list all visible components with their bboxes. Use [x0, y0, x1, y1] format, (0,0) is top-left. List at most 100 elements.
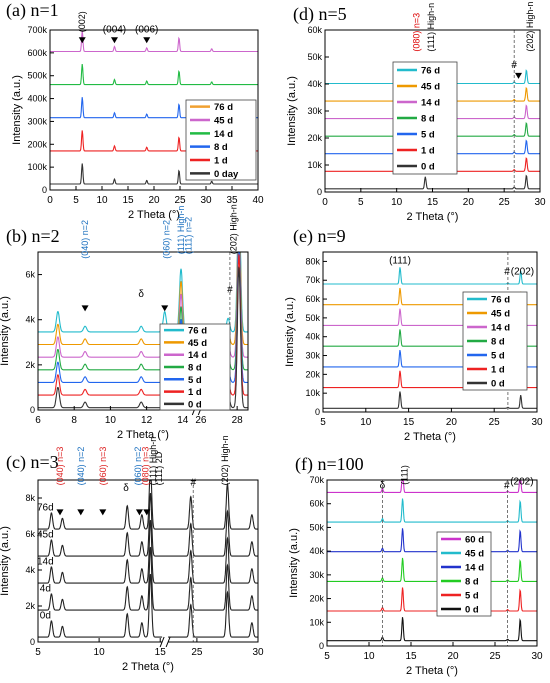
chart-c: 5 10 15 25 30 0 2k 4k 6k 8k 2 Theta (°) Intensity (… [0, 435, 264, 673]
peak-annotation: (202) High-n [525, 2, 535, 52]
y-axis-label: Intensity (a.u.) [288, 528, 300, 598]
x-tick-label: 8 [71, 415, 77, 426]
y-tick-label: 20k [305, 369, 320, 379]
x-tick-label: 30 [531, 651, 543, 662]
y-tick-label: 30k [305, 351, 320, 361]
legend-box [185, 99, 257, 181]
peak-marker [161, 305, 169, 312]
series-line [323, 267, 537, 285]
y-tick-label: 30k [307, 106, 322, 116]
y-tick-label: 6k [25, 270, 35, 280]
panel-title: (e) n=9 [293, 226, 346, 246]
y-tick-label: 10k [307, 160, 322, 170]
x-tick-label: 15 [403, 417, 415, 428]
x-tick-label: 5 [73, 195, 79, 206]
peak-annotation: (111) High-n [426, 3, 436, 52]
legend-label: 5 d [491, 351, 505, 362]
peak-annotation: (040) n=3 [55, 447, 65, 486]
series-line [327, 557, 537, 582]
series-line [38, 519, 258, 584]
y-tick-label: 2k [25, 601, 35, 611]
x-tick-label: 25 [174, 195, 186, 206]
y-tick-label: 20k [309, 594, 324, 604]
series-line [38, 546, 258, 611]
peak-annotation: (060) n=2 [133, 447, 143, 486]
series-line [325, 174, 540, 190]
x-tick-label: 25 [489, 651, 501, 662]
x-tick-label: 15 [122, 195, 134, 206]
peak-marker [81, 305, 89, 312]
y-tick-label: 400k [27, 94, 47, 104]
x-axis-label: 2 Theta (°) [122, 661, 174, 673]
y-tick-label: 0 [42, 185, 47, 195]
x-tick-label: 28 [232, 415, 244, 426]
y-tick-label: 70k [305, 275, 320, 285]
legend-label: 14 d [421, 98, 440, 109]
panel-title: (f) n=100 [295, 454, 364, 474]
axis-break-gap [162, 636, 169, 648]
y-tick-label: 600k [27, 48, 47, 58]
panel-title: (d) n=5 [293, 4, 347, 24]
plot-frame [322, 251, 538, 413]
peak-marker [515, 72, 522, 79]
y-tick-label: 0 [319, 641, 324, 651]
peak-annotation: (080) n=3 [141, 447, 151, 486]
panel-a: (a) n=1 0 5 10 15 20 25 30 35 40 0 100k 200k 300k 400… [0, 0, 275, 222]
x-tick-label: 30 [534, 197, 546, 208]
x-axis-label: 2 Theta (°) [117, 429, 169, 441]
peak-annotation: 14d [37, 557, 54, 568]
y-axis-label: Intensity (a.u.) [0, 526, 11, 596]
peak-annotation: (080) n=3 [412, 13, 422, 52]
plot-frame [37, 251, 249, 411]
panel-c: (c) n=3 5 10 15 25 30 0 2k 4k 6k 8k 2 Theta (°) Int… [0, 435, 275, 683]
legend-label: 8 d [491, 337, 505, 348]
x-tick-label: 30 [252, 647, 264, 658]
legend-label: 76 d [188, 326, 207, 337]
y-tick-label: 20k [307, 133, 322, 143]
legend-label: 1 d [188, 387, 202, 398]
legend-label: 8 d [465, 577, 479, 588]
x-axis-label: 2 Theta (°) [406, 665, 458, 677]
legend-label: 0 day [214, 169, 239, 180]
series-line [327, 587, 537, 612]
x-tick-label: 26 [195, 415, 207, 426]
series-line [50, 163, 258, 185]
x-tick-label: 6 [35, 415, 41, 426]
x-tick-label: 30 [531, 417, 543, 428]
x-tick-label: 15 [427, 197, 439, 208]
peak-annotation: (202) High-n [229, 204, 239, 254]
x-tick-label: 20 [446, 417, 458, 428]
peak-annotation: # [511, 60, 517, 71]
y-tick-label: 200k [27, 139, 47, 149]
peak-annotation: (202) [511, 267, 534, 278]
series-line [38, 479, 258, 530]
series-line [327, 498, 537, 523]
series-line [327, 479, 537, 493]
chart-f: 5 10 15 20 25 30 0 10k 20k 30k 40k 50k 60k 70k 2 Theta… [288, 465, 543, 677]
x-tick-label: 25 [489, 417, 501, 428]
peak-annotation: 4d [40, 584, 51, 595]
peak-annotation: 76d [37, 503, 54, 514]
y-axis-label: Intensity (a.u.) [0, 296, 11, 366]
legend-label: 8 d [421, 114, 435, 125]
peak-annotation: # [227, 285, 233, 296]
y-tick-label: 60k [307, 25, 322, 35]
chart-e: 5 10 15 20 25 30 0 10k 20k 30k 40k 50k 60k 70k 80k 2 Th… [284, 251, 543, 443]
x-tick-label: 20 [463, 197, 475, 208]
legend-label: 5 d [188, 375, 202, 386]
y-tick-label: 4k [25, 315, 35, 325]
legend-label: 60 d [465, 535, 484, 546]
x-tick-label: 0 [322, 197, 328, 208]
x-tick-label: 10 [105, 415, 117, 426]
y-tick-label: 0 [317, 187, 322, 197]
x-tick-label: 10 [96, 195, 108, 206]
x-tick-label: 5 [320, 417, 326, 428]
y-tick-label: 500k [27, 71, 47, 81]
peak-annotation: (006) [135, 24, 158, 35]
x-tick-label: 5 [35, 647, 41, 658]
x-tick-label: 5 [358, 197, 364, 208]
chart-d: 0 5 10 15 20 25 30 0 10k 20k 30k 40k 50k 60k 2 Theta (… [286, 2, 546, 223]
peak-annotation: # [504, 267, 510, 278]
panel-title: (a) n=1 [6, 0, 59, 20]
peak-marker [77, 509, 85, 516]
